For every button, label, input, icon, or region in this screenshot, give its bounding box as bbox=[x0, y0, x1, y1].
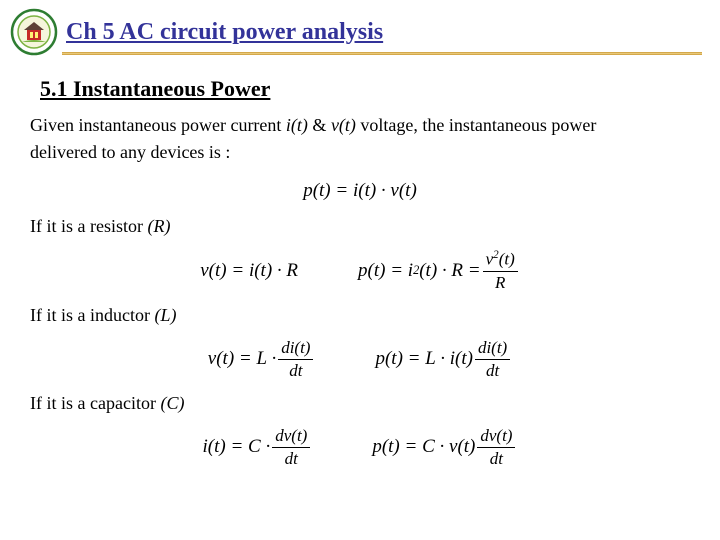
capacitor-label: If it is a capacitor bbox=[30, 393, 160, 413]
l-eq1-lhs: v(t) = L · bbox=[208, 348, 276, 370]
chapter-title: Ch 5 AC circuit power analysis bbox=[66, 19, 383, 46]
header-divider bbox=[62, 52, 702, 55]
resistor-symbol: (R) bbox=[147, 216, 170, 236]
capacitor-label-line: If it is a capacitor (C) bbox=[30, 393, 720, 414]
inline-it: i(t) bbox=[286, 115, 308, 135]
r-eq2-num-b: (t) bbox=[499, 250, 515, 269]
inductor-label: If it is a inductor bbox=[30, 305, 154, 325]
r-eq2-lhs: p(t) = i bbox=[358, 260, 413, 282]
l-eq2-lhs: p(t) = L · i(t) bbox=[375, 348, 472, 370]
capacitor-eq1: i(t) = C · dv(t) dt bbox=[203, 426, 313, 469]
capacitor-eq2: p(t) = C · v(t) dv(t) dt bbox=[372, 426, 517, 469]
slide-header: Ch 5 AC circuit power analysis bbox=[0, 0, 720, 60]
r-eq2-frac: v2(t) R bbox=[483, 249, 518, 293]
section-title: 5.1 Instantaneous Power bbox=[40, 76, 720, 102]
capacitor-equations: i(t) = C · dv(t) dt p(t) = C · v(t) dv(t… bbox=[0, 426, 720, 469]
intro-text: Given instantaneous power current i(t) &… bbox=[30, 112, 690, 139]
c-eq2-lhs: p(t) = C · v(t) bbox=[372, 436, 475, 458]
resistor-label: If it is a resistor bbox=[30, 216, 147, 236]
c-eq2-den: dt bbox=[487, 448, 506, 469]
r-eq2-den: R bbox=[492, 272, 508, 293]
intro-amp: & bbox=[312, 115, 331, 135]
c-eq1-den: dt bbox=[282, 448, 301, 469]
resistor-eq1: v(t) = i(t) · R bbox=[200, 249, 298, 293]
c-eq1-num: dv(t) bbox=[272, 426, 310, 448]
l-eq2-num: di(t) bbox=[475, 338, 510, 360]
r-eq2-mid: (t) · R = bbox=[419, 260, 480, 282]
resistor-eq2: p(t) = i 2 (t) · R = v2(t) R bbox=[358, 249, 520, 293]
l-eq1-num: di(t) bbox=[278, 338, 313, 360]
inductor-eq1: v(t) = L · di(t) dt bbox=[208, 338, 316, 381]
l-eq2-den: dt bbox=[483, 360, 502, 381]
c-eq1-lhs: i(t) = C · bbox=[203, 436, 271, 458]
c-eq2-num: dv(t) bbox=[477, 426, 515, 448]
inductor-label-line: If it is a inductor (L) bbox=[30, 305, 720, 326]
c-eq2-frac: dv(t) dt bbox=[477, 426, 515, 469]
capacitor-symbol: (C) bbox=[160, 393, 184, 413]
intro-p2: voltage, the instantaneous power bbox=[360, 115, 596, 135]
main-equation: p(t) = i(t) · v(t) bbox=[303, 180, 417, 202]
inductor-eq2: p(t) = L · i(t) di(t) dt bbox=[375, 338, 512, 381]
r-eq2-num: v2(t) bbox=[483, 249, 518, 272]
resistor-label-line: If it is a resistor (R) bbox=[30, 216, 720, 237]
l-eq1-den: dt bbox=[286, 360, 305, 381]
c-eq1-frac: dv(t) dt bbox=[272, 426, 310, 469]
inline-vt: v(t) bbox=[331, 115, 356, 135]
university-logo bbox=[10, 8, 58, 56]
resistor-equations: v(t) = i(t) · R p(t) = i 2 (t) · R = v2(… bbox=[0, 249, 720, 293]
l-eq1-frac: di(t) dt bbox=[278, 338, 313, 381]
inductor-equations: v(t) = L · di(t) dt p(t) = L · i(t) di(t… bbox=[0, 338, 720, 381]
main-equation-row: p(t) = i(t) · v(t) bbox=[0, 180, 720, 202]
l-eq2-frac: di(t) dt bbox=[475, 338, 510, 381]
intro-text-2: delivered to any devices is : bbox=[30, 139, 690, 166]
intro-p1: Given instantaneous power current bbox=[30, 115, 286, 135]
inductor-symbol: (L) bbox=[154, 305, 176, 325]
